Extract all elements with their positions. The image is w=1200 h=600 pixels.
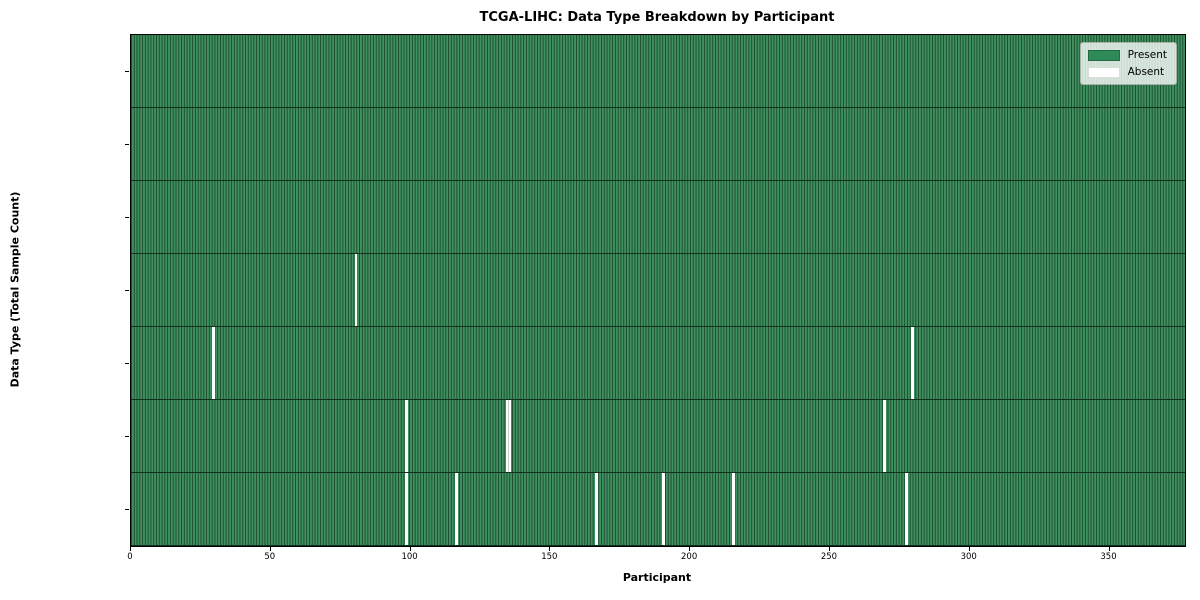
x-tick-label-200: 200 [681, 552, 698, 562]
y-tick-mark [125, 216, 129, 218]
x-tick-mark [828, 546, 830, 551]
absent-bar [505, 400, 509, 472]
heatmap-plot-area: Present Absent [130, 34, 1186, 547]
legend-present-label: Present [1127, 49, 1167, 61]
absent-bar [508, 400, 512, 472]
x-tick-label-350: 350 [1100, 552, 1117, 562]
heatmap-row-Methylation [131, 181, 1185, 254]
absent-bar [404, 400, 408, 472]
heatmap-row-BCR [131, 35, 1185, 108]
x-tick-mark [549, 546, 551, 551]
heatmap-row-Clinical [131, 108, 1185, 181]
absent-bar [455, 473, 459, 545]
absent-bar [905, 473, 909, 545]
x-tick-label-0: 0 [127, 552, 133, 562]
y-tick-mark [125, 70, 129, 72]
absent-bar [732, 473, 735, 545]
x-tick-label-250: 250 [820, 552, 838, 562]
absent-bar [662, 473, 665, 545]
absent-bar [595, 473, 598, 545]
absent-bar [883, 400, 886, 472]
heatmap-row-CN [131, 254, 1185, 327]
heatmap-row-mRNA [131, 473, 1185, 546]
x-axis-label: Participant [622, 571, 692, 584]
x-tick-mark [1108, 546, 1110, 551]
x-tick-label-300: 300 [960, 552, 977, 562]
y-tick-mark [125, 362, 129, 364]
x-tick-label-50: 50 [264, 552, 276, 562]
absent-bar [911, 327, 914, 399]
present-swatch-icon [1087, 49, 1120, 61]
x-tick-mark [409, 546, 411, 551]
legend: Present Absent [1079, 42, 1177, 85]
heatmap-row-miR [131, 400, 1185, 473]
y-tick-mark [125, 289, 129, 291]
y-tick-mark [125, 435, 129, 437]
x-tick-label-150: 150 [541, 552, 558, 562]
y-axis-label: Data Type (Total Sample Count) [8, 191, 22, 388]
legend-absent-label: Absent [1127, 66, 1165, 78]
chart-title: TCGA-LIHC: Data Type Breakdown by Partic… [479, 10, 835, 25]
x-tick-mark [689, 546, 691, 551]
absent-bar [212, 327, 215, 399]
legend-entry-absent: Absent [1087, 66, 1167, 78]
legend-entry-present: Present [1087, 49, 1167, 61]
absent-bar [354, 254, 358, 326]
y-tick-mark [125, 143, 129, 145]
absent-swatch-icon [1087, 66, 1120, 78]
heatmap-row-MAF [131, 327, 1185, 400]
x-tick-label-100: 100 [401, 552, 418, 562]
x-tick-mark [968, 546, 970, 551]
x-tick-mark [269, 546, 271, 551]
x-tick-mark [130, 546, 131, 551]
y-tick-mark [125, 508, 129, 510]
absent-bar [404, 473, 408, 545]
